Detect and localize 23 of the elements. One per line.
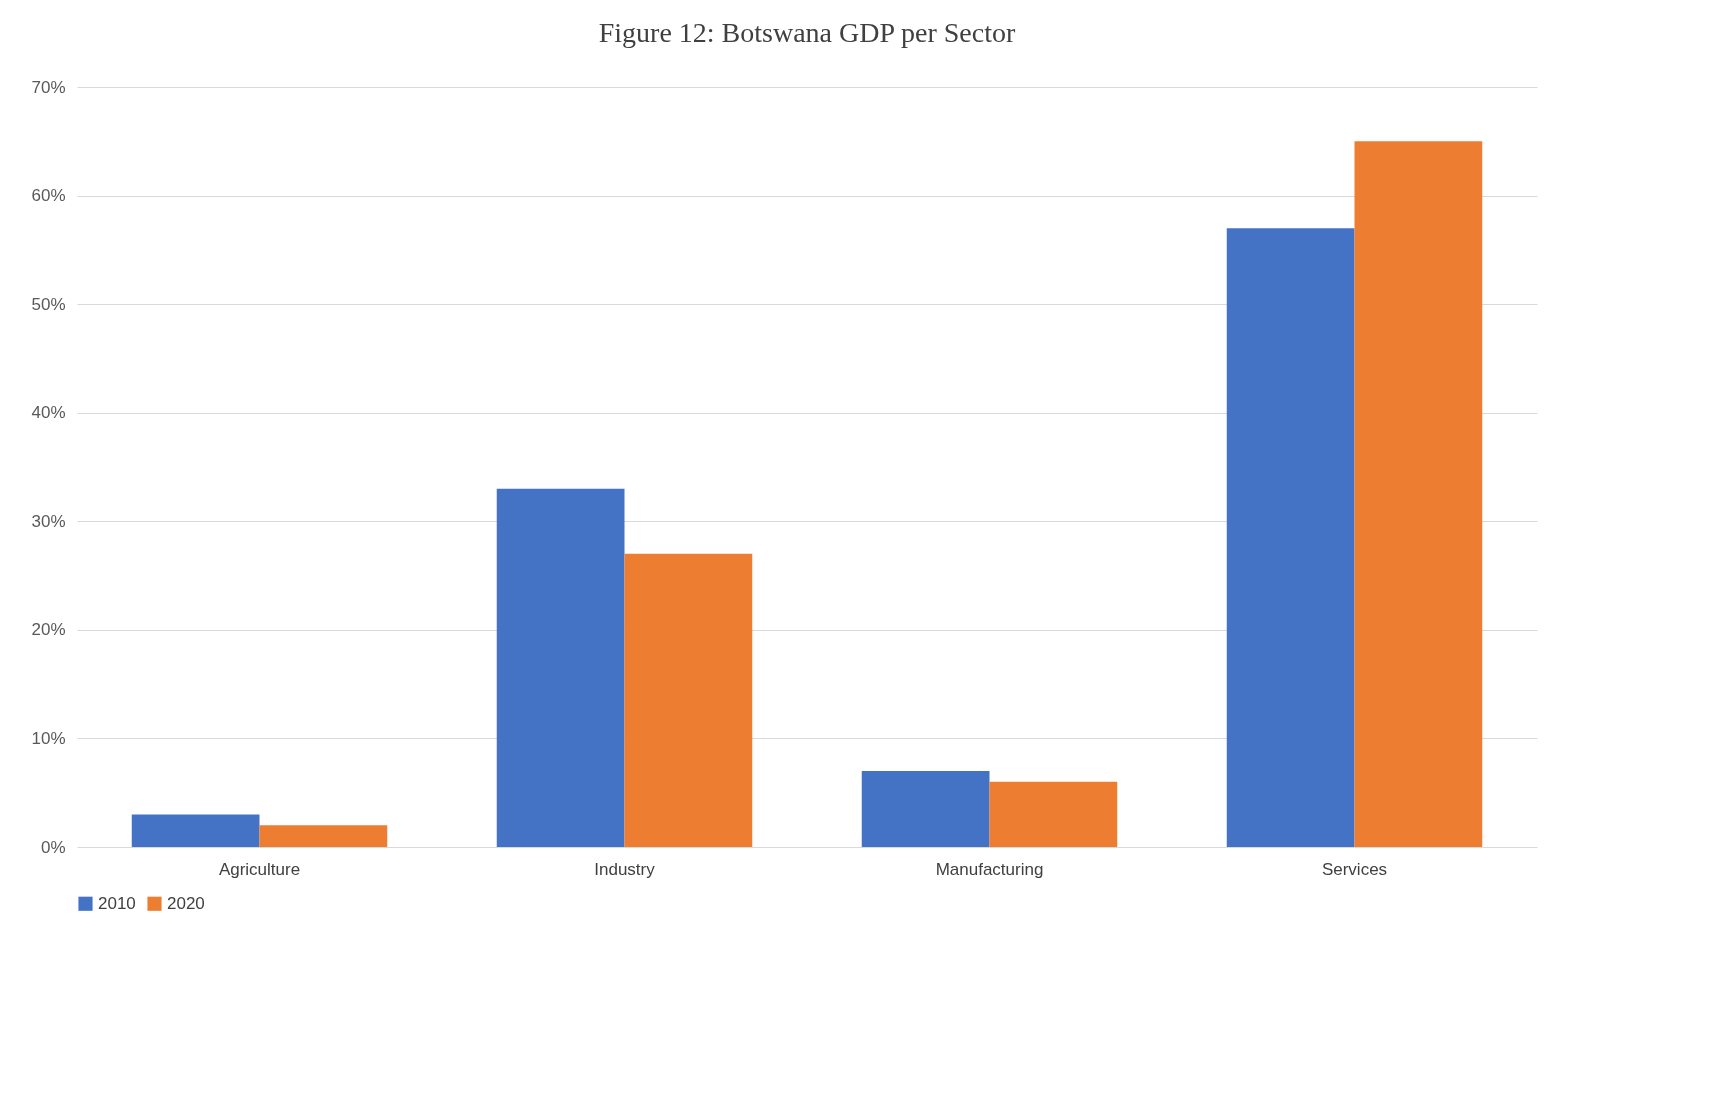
bar — [496, 488, 625, 847]
y-tick-label: 0% — [40, 837, 66, 857]
legend-label: 2020 — [167, 893, 205, 913]
x-tick-label: Manufacturing — [935, 859, 1044, 879]
bar — [259, 825, 388, 847]
y-tick-label: 20% — [31, 620, 66, 640]
y-tick-label: 70% — [31, 77, 66, 97]
bar — [989, 781, 1118, 847]
y-tick-label: 50% — [31, 294, 66, 314]
y-tick-label: 60% — [31, 186, 66, 206]
x-tick-label: Agriculture — [218, 859, 301, 879]
bar — [861, 771, 990, 847]
bar — [624, 553, 753, 847]
y-tick-label: 10% — [31, 728, 66, 748]
x-tick-label: Industry — [594, 859, 656, 879]
bar — [1354, 141, 1483, 847]
bar — [131, 814, 260, 847]
y-tick-label: 30% — [31, 511, 66, 531]
bar — [1226, 228, 1355, 847]
x-tick-label: Services — [1321, 859, 1388, 879]
chart-title: Figure 12: Botswana GDP per Sector — [598, 17, 1016, 48]
y-tick-label: 40% — [31, 403, 66, 423]
legend-label: 2010 — [98, 893, 136, 913]
